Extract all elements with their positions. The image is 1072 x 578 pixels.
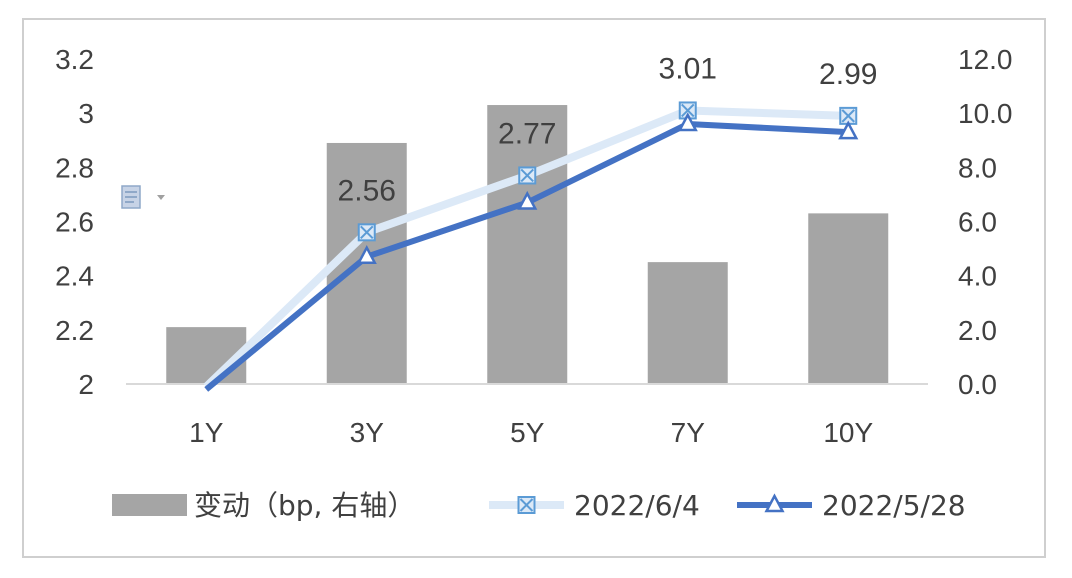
legend-marker-2 (764, 493, 785, 513)
left-tick-label: 2 (78, 369, 94, 400)
legend-label-bar: 变动（bp, 右轴） (194, 489, 415, 522)
marker-s2-3Y (356, 245, 377, 264)
category-label: 1Y (189, 417, 224, 448)
right-tick-label: 12.0 (958, 44, 1013, 75)
left-tick-label: 3 (78, 98, 94, 129)
paste-options-icon[interactable] (120, 183, 170, 213)
legend-marker-1 (517, 496, 536, 514)
chevron-down-icon (157, 195, 165, 200)
marker-s2-7Y (677, 112, 698, 132)
left-tick-label: 2.8 (55, 152, 94, 183)
marker-s1-5Y-cross-b (520, 168, 534, 183)
right-axis: 0.0 2.0 4.0 6.0 8.0 10.0 12.0 (958, 44, 1013, 400)
legend-marker-2-shape (764, 493, 785, 513)
data-label: 3.01 (659, 52, 717, 85)
left-tick-label: 2.2 (55, 315, 94, 346)
category-axis: 1Y 3Y 5Y 7Y 10Y (189, 417, 873, 448)
left-tick-label: 3.2 (55, 44, 94, 75)
legend-swatch-bar (112, 494, 187, 516)
right-tick-label: 10.0 (958, 98, 1013, 129)
right-tick-label: 4.0 (958, 261, 997, 292)
left-tick-label: 2.6 (55, 207, 94, 238)
category-label: 10Y (823, 417, 873, 448)
legend-marker-1-shape-cross-b (519, 498, 534, 512)
category-label: 3Y (350, 417, 385, 448)
marker-s1-10Y (839, 106, 858, 125)
chart-svg: 2 2.2 2.4 2.6 2.8 3 3.2 0.0 2.0 4.0 6.0 8.0 10.0 12.… (55, 44, 1013, 522)
category-label: 5Y (510, 417, 545, 448)
category-label: 7Y (671, 417, 706, 448)
chart-frame: 2 2.2 2.4 2.6 2.8 3 3.2 0.0 2.0 4.0 6.0 8.0 10.0 12.… (22, 18, 1046, 558)
marker-s1-5Y (518, 166, 537, 185)
data-label: 2.99 (819, 58, 877, 91)
data-labels: 2.56 2.77 3.01 2.99 (338, 52, 878, 207)
bar-5Y (487, 105, 568, 385)
right-tick-label: 6.0 (958, 207, 997, 238)
data-label: 2.77 (498, 117, 556, 150)
left-tick-label: 2.4 (55, 261, 94, 292)
bar-10Y (808, 213, 889, 384)
bar-7Y (647, 262, 728, 384)
marker-s1-3Y (357, 223, 376, 242)
legend-marker-1-shape (517, 496, 536, 514)
data-label: 2.56 (338, 174, 396, 207)
marker-group (356, 101, 859, 264)
marker-s1-10Y-cross-b (841, 109, 855, 123)
marker-s1-7Y (678, 101, 697, 120)
marker-s2-10Y (838, 120, 859, 140)
marker-s1-7Y-cross-b (681, 103, 695, 118)
legend: 变动（bp, 右轴） 2022/6/4 2022/5/28 (112, 489, 966, 522)
right-tick-label: 2.0 (958, 315, 997, 346)
legend-label-line-1: 2022/6/4 (574, 489, 700, 522)
marker-s2-5Y (517, 190, 538, 210)
marker-s1-3Y-cross-b (360, 225, 374, 240)
left-axis: 2 2.2 2.4 2.6 2.8 3 3.2 (55, 44, 94, 400)
right-tick-label: 0.0 (958, 369, 997, 400)
right-tick-label: 8.0 (958, 152, 997, 183)
legend-label-line-2: 2022/5/28 (822, 489, 966, 522)
